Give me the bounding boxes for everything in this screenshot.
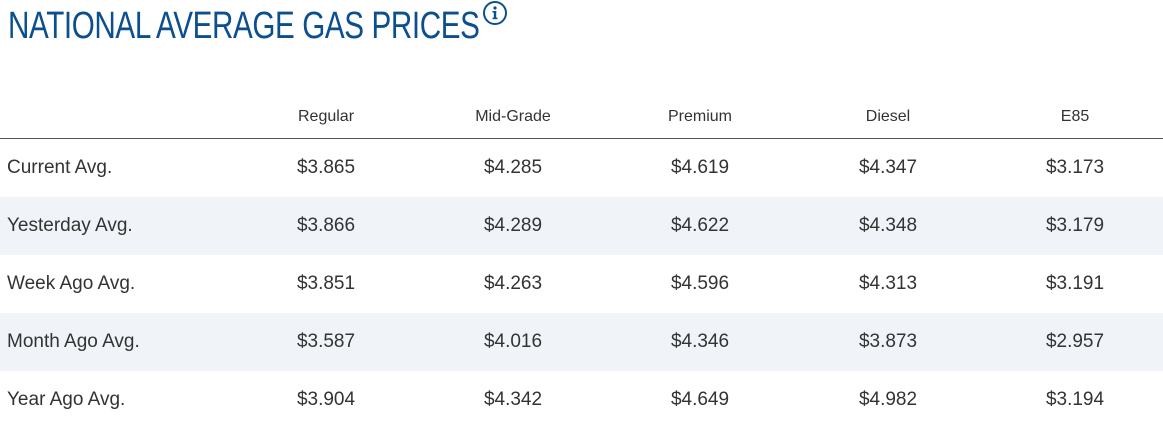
- price-cell-mid-grade: $4.263: [483, 273, 543, 294]
- price-cell-e85: $2.957: [1045, 331, 1105, 352]
- price-cell-premium: $4.619: [670, 157, 730, 178]
- price-cell-mid-grade: $4.289: [483, 215, 543, 236]
- column-header-diesel: Diesel: [865, 108, 911, 125]
- page-header: NATIONAL AVERAGE GAS PRICES: [8, 2, 618, 52]
- price-cell-premium: $4.649: [670, 389, 730, 410]
- row-label: Current Avg.: [7, 157, 113, 178]
- row-label: Month Ago Avg.: [7, 331, 140, 352]
- price-cell-premium: $4.596: [670, 273, 730, 294]
- price-cell-diesel: $4.348: [858, 215, 918, 236]
- price-cell-mid-grade: $4.342: [483, 389, 543, 410]
- table-header-row: Regular Mid-Grade Premium Diesel E85: [0, 100, 1163, 139]
- column-header-premium: Premium: [667, 108, 732, 125]
- table-row-current: Current Avg. $3.865 $4.285 $4.619 $4.347…: [0, 139, 1163, 197]
- price-cell-e85: $3.191: [1045, 273, 1105, 294]
- price-cell-mid-grade: $4.285: [483, 157, 543, 178]
- price-cell-e85: $3.179: [1045, 215, 1105, 236]
- row-label: Year Ago Avg.: [7, 389, 126, 410]
- info-icon[interactable]: [482, 0, 508, 26]
- price-cell-regular: $3.587: [296, 331, 356, 352]
- price-cell-regular: $3.866: [296, 215, 356, 236]
- price-cell-regular: $3.851: [296, 273, 356, 294]
- price-cell-premium: $4.346: [670, 331, 730, 352]
- price-cell-mid-grade: $4.016: [483, 331, 543, 352]
- table-row-year-ago: Year Ago Avg. $3.904 $4.342 $4.649 $4.98…: [0, 371, 1163, 429]
- price-cell-diesel: $4.982: [858, 389, 918, 410]
- column-header-e85: E85: [1060, 108, 1090, 125]
- table-row-week-ago: Week Ago Avg. $3.851 $4.263 $4.596 $4.31…: [0, 255, 1163, 313]
- price-cell-premium: $4.622: [670, 215, 730, 236]
- row-label: Yesterday Avg.: [7, 215, 133, 236]
- price-cell-e85: $3.173: [1045, 157, 1105, 178]
- table-row-month-ago: Month Ago Avg. $3.587 $4.016 $4.346 $3.8…: [0, 313, 1163, 371]
- price-cell-e85: $3.194: [1045, 389, 1105, 410]
- price-cell-regular: $3.865: [296, 157, 356, 178]
- price-cell-diesel: $4.313: [858, 273, 918, 294]
- info-circle-icon: [483, 1, 507, 25]
- column-header-mid-grade: Mid-Grade: [475, 108, 551, 125]
- page-title: NATIONAL AVERAGE GAS PRICES: [8, 5, 480, 47]
- price-cell-regular: $3.904: [296, 389, 356, 410]
- gas-prices-table: Regular Mid-Grade Premium Diesel E85 Cur…: [0, 100, 1163, 429]
- column-header-regular: Regular: [297, 108, 355, 125]
- price-cell-diesel: $4.347: [858, 157, 918, 178]
- table-row-yesterday: Yesterday Avg. $3.866 $4.289 $4.622 $4.3…: [0, 197, 1163, 255]
- price-cell-diesel: $3.873: [858, 331, 918, 352]
- row-label: Week Ago Avg.: [7, 273, 136, 294]
